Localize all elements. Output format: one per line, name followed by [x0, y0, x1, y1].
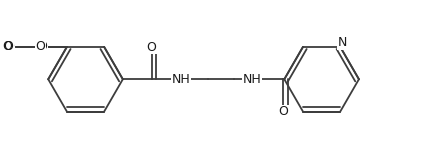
Text: O: O	[36, 40, 46, 53]
Text: O: O	[279, 105, 288, 118]
Text: O: O	[4, 40, 14, 53]
Text: N: N	[337, 36, 347, 49]
Text: O: O	[3, 40, 13, 53]
Text: O: O	[147, 40, 157, 54]
Text: NH: NH	[242, 73, 261, 86]
Text: O: O	[2, 40, 12, 53]
Text: NH: NH	[172, 73, 191, 86]
Text: O: O	[37, 40, 47, 53]
